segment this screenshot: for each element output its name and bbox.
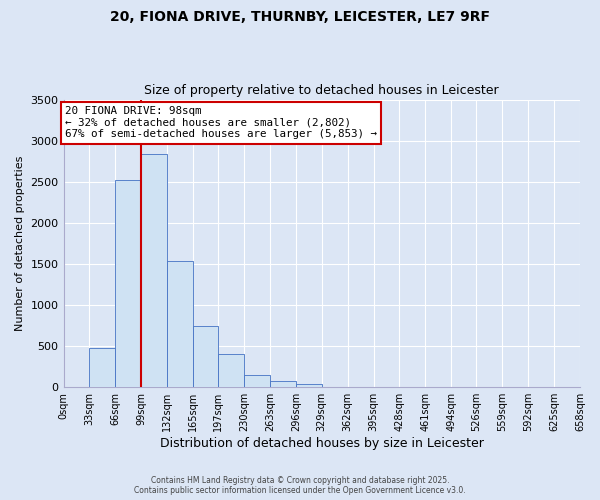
Bar (193, 326, 218, 387)
Text: 20 FIONA DRIVE: 98sqm
← 32% of detached houses are smaller (2,802)
67% of semi-d: 20 FIONA DRIVE: 98sqm ← 32% of detached … (65, 106, 377, 140)
Bar (270, 381, 296, 387)
X-axis label: Distribution of detached houses by size in Leicester: Distribution of detached houses by size … (160, 437, 484, 450)
Text: Contains HM Land Registry data © Crown copyright and database right 2025.
Contai: Contains HM Land Registry data © Crown c… (134, 476, 466, 495)
Bar (244, 375, 270, 387)
Bar (115, 180, 141, 387)
Y-axis label: Number of detached properties: Number of detached properties (15, 156, 25, 331)
Bar (218, 354, 244, 387)
Bar (296, 384, 322, 387)
Title: Size of property relative to detached houses in Leicester: Size of property relative to detached ho… (145, 84, 499, 97)
Bar (141, 154, 167, 387)
Bar (167, 262, 193, 387)
Text: 20, FIONA DRIVE, THURNBY, LEICESTER, LE7 9RF: 20, FIONA DRIVE, THURNBY, LEICESTER, LE7… (110, 10, 490, 24)
Bar (89, 348, 115, 387)
